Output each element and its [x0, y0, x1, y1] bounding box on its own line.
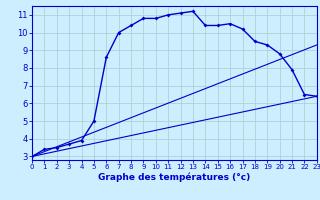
X-axis label: Graphe des températures (°c): Graphe des températures (°c): [98, 173, 251, 182]
